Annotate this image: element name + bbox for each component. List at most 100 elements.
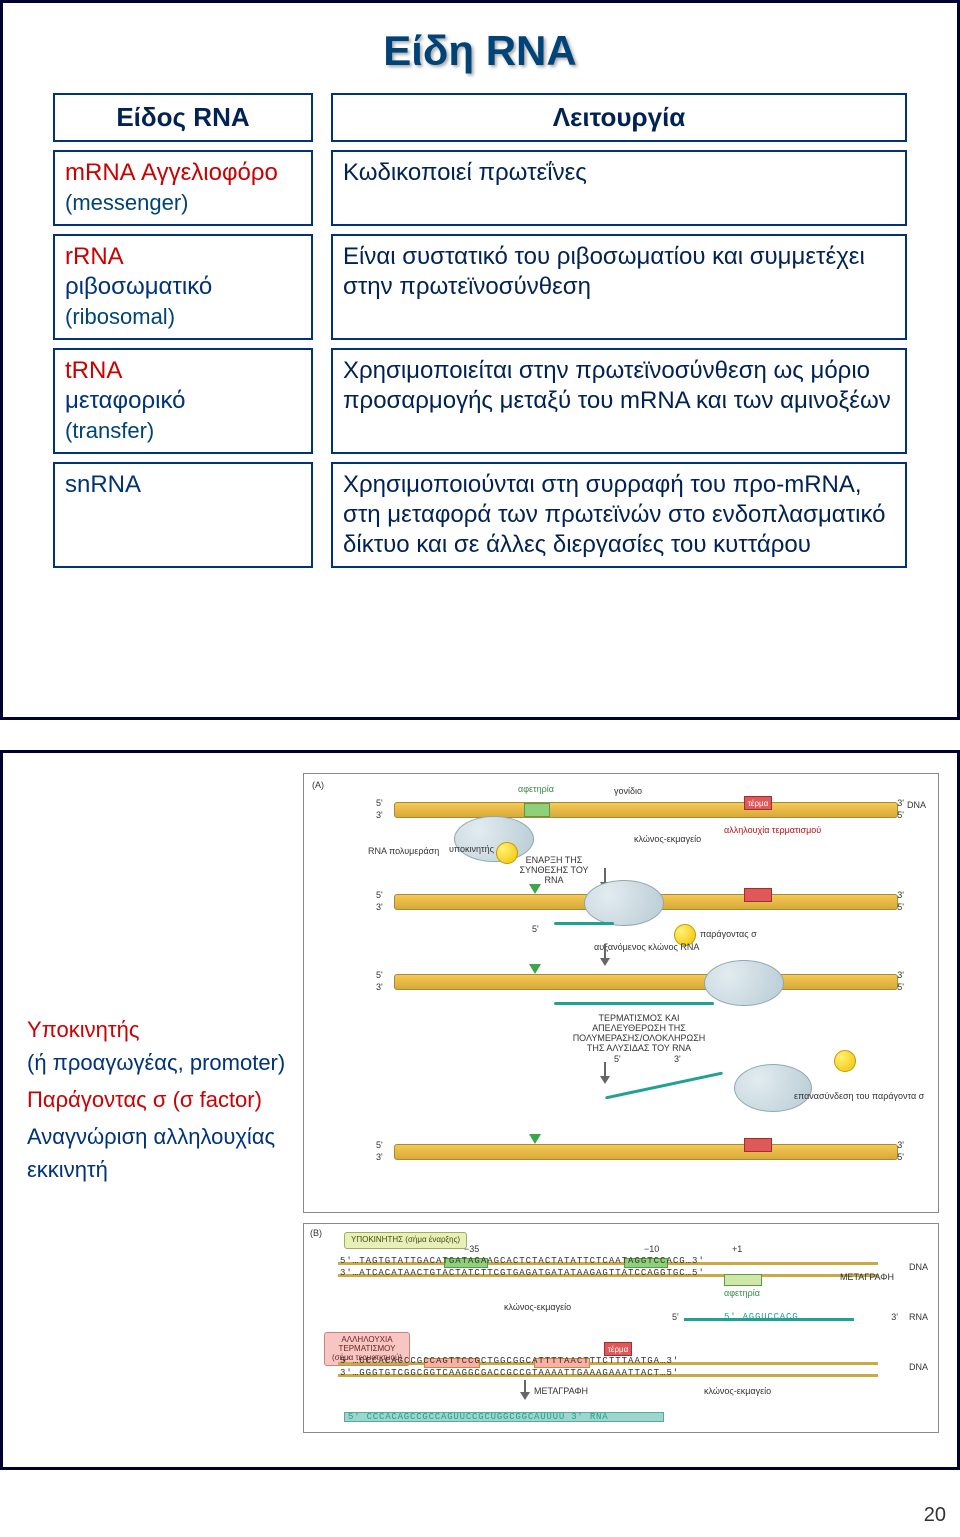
diagram-column: (A) αφετηρία γονίδιο τέρμα DNA 5' 3' 3' … xyxy=(303,753,957,1467)
label-dna-1: DNA xyxy=(907,800,926,810)
rna-released xyxy=(605,1072,723,1100)
label-promoter: Υποκινητής xyxy=(27,1013,287,1046)
polymerase-3 xyxy=(704,960,784,1006)
snrna-label: snRNA xyxy=(65,471,141,498)
five-rna-1: 5' xyxy=(532,924,539,934)
slide-rna-types: Είδη RNA Είδος RNA Λειτουργία mRNA Αγγελ… xyxy=(0,0,960,720)
polymerase-2 xyxy=(584,880,664,926)
func-snrna: Χρησιμοποιούνται στη συρραφή του προ-mRN… xyxy=(331,462,907,568)
label-afeteria: αφετηρία xyxy=(518,784,554,794)
label-epanasyndesi: επανασύνδεση του παράγοντα σ xyxy=(794,1092,924,1102)
five-3: 5' xyxy=(376,970,383,980)
label-auks: αυξανόμενος κλώνος RNA xyxy=(594,942,699,952)
func-rrna: Είναι συστατικό του ριβοσωματίου και συμ… xyxy=(331,234,907,340)
mrna-label: mRNA Αγγελιοφόρο xyxy=(65,159,278,186)
arrow-metag xyxy=(524,1380,526,1394)
three-b1: 3' xyxy=(891,1312,898,1322)
label-paragontas: παράγοντας σ xyxy=(700,929,757,939)
three-2: 3' xyxy=(376,902,383,912)
trna-paren: (transfer) xyxy=(65,418,154,443)
five-4: 5' xyxy=(376,1140,383,1150)
label-promoter-paren: (ή προαγωγέας, promoter) xyxy=(27,1046,287,1079)
klonos-b2: κλώνος-εκμαγείο xyxy=(704,1386,771,1396)
three-4: 3' xyxy=(376,1152,383,1162)
green-mark-2 xyxy=(529,884,541,894)
rrna-sub: ριβοσωματικό xyxy=(65,273,212,300)
rna-seq2: 5' CCCACAGCCGCCAGUUCCGCUGGCGGCAUUUU 3' R… xyxy=(348,1412,608,1422)
type-rrna: rRNA ριβοσωματικό (ribosomal) xyxy=(53,234,313,340)
dna-b1: DNA xyxy=(909,1262,928,1272)
five-3r: 5' xyxy=(897,982,904,992)
klonos-b: κλώνος-εκμαγείο xyxy=(504,1302,571,1312)
panel-a-tag: (A) xyxy=(312,780,324,790)
seq-bot2: 3'…GGGTGTCGGCGGTCAAGGCGACCGCCGTAAAATTGAA… xyxy=(340,1368,679,1378)
func-mrna: Κωδικοποιεί πρωτεΐνες xyxy=(331,150,907,226)
label-sigma: Παράγοντας σ (σ factor) xyxy=(27,1083,287,1116)
seq-top1: 5'…TAGTGTATTGACATGATAGAAGCACTCTACTATATTC… xyxy=(340,1256,705,1266)
five-1: 5' xyxy=(376,798,383,808)
mrna-paren: (messenger) xyxy=(65,190,188,215)
three-1r: 3' xyxy=(897,798,904,808)
five-2: 5' xyxy=(376,890,383,900)
rna-growing-2 xyxy=(554,1002,714,1005)
terma-box-2 xyxy=(744,888,772,902)
afeteria-seg-b xyxy=(724,1274,762,1286)
trna-label: tRNA xyxy=(65,357,122,384)
rna-seq1: 5' AGGUCCACG xyxy=(724,1312,798,1322)
rrna-paren: (ribosomal) xyxy=(65,304,175,329)
terma-box-4 xyxy=(744,1138,772,1152)
left-labels: Υποκινητής (ή προαγωγέας, promoter) Παρά… xyxy=(3,753,303,1467)
slide-title: Είδη RNA xyxy=(43,27,917,75)
func-trna: Χρησιμοποιείται στην πρωτεϊνοσύνθεση ως … xyxy=(331,348,907,454)
rrna-label: rRNA xyxy=(65,243,124,270)
label-termatismos: ΤΕΡΜΑΤΙΣΜΟΣ ΚΑΙ ΑΠΕΛΕΥΘΕΡΩΣΗ ΤΗΣ ΠΟΛΥΜΕΡ… xyxy=(564,1014,714,1054)
seq-bot1: 5'…CCCACAGCCGCCAGTTCCGCTGGCGGCATTTTAACTT… xyxy=(340,1356,679,1366)
label-enarksi: ΕΝΑΡΞΗ ΤΗΣ ΣΥΝΘΕΣΗΣ ΤΟΥ RNA xyxy=(514,856,594,886)
metagrafi2: ΜΕΤΑΓΡΑΦΗ xyxy=(534,1386,588,1396)
dna-row1 xyxy=(394,802,898,818)
rna-table: Είδος RNA Λειτουργία mRNA Αγγελιοφόρο (m… xyxy=(43,93,917,568)
arrow-3 xyxy=(604,1062,606,1078)
five-b1: 5' xyxy=(672,1312,679,1322)
seq-top2: 3'…ATCACATAACTGTACTATCTTCGTGAGATGATATAAG… xyxy=(340,1268,705,1278)
label-afeteria-b: αφετηρία xyxy=(724,1288,760,1298)
five-rna-fin: 5' xyxy=(614,1054,621,1064)
three-3: 3' xyxy=(376,982,383,992)
trna-sub: μεταφορικό xyxy=(65,387,186,414)
minus35: −35 xyxy=(464,1244,479,1254)
label-ypokinitis: υποκινητής xyxy=(449,844,494,854)
three-1: 3' xyxy=(376,810,383,820)
metag-b1: ΜΕΤΑΓΡΑΦΗ xyxy=(840,1272,894,1282)
dna-b2: DNA xyxy=(909,1362,928,1372)
rna-b1: RNA xyxy=(909,1312,928,1322)
afeteria-seg xyxy=(524,803,550,817)
slide-transcription: Υποκινητής (ή προαγωγέας, promoter) Παρά… xyxy=(0,750,960,1470)
dna-row4 xyxy=(394,1144,898,1160)
page-number: 20 xyxy=(0,1500,960,1537)
label-gonidio: γονίδιο xyxy=(614,786,642,796)
label-recognition: Αναγνώριση αλληλουχίας εκκινητή xyxy=(27,1120,287,1186)
type-mrna: mRNA Αγγελιοφόρο (messenger) xyxy=(53,150,313,226)
minus10: −10 xyxy=(644,1244,659,1254)
green-mark-3 xyxy=(529,964,541,974)
arrow-2 xyxy=(604,944,606,960)
terma-b: τέρμα xyxy=(604,1342,632,1356)
label-klonos-1: κλώνος-εκμαγείο xyxy=(634,834,701,844)
panel-a: (A) αφετηρία γονίδιο τέρμα DNA 5' 3' 3' … xyxy=(303,773,939,1213)
polymerase-released xyxy=(734,1064,812,1112)
three-3r: 3' xyxy=(897,970,904,980)
three-2r: 3' xyxy=(897,890,904,900)
five-1r: 5' xyxy=(897,810,904,820)
label-allil-term: αλληλουχία τερματισμού xyxy=(724,826,821,836)
three-4r: 3' xyxy=(897,1140,904,1150)
plus1: +1 xyxy=(732,1244,742,1254)
header-function: Λειτουργία xyxy=(331,93,907,142)
panel-b-tag: (B) xyxy=(310,1228,322,1238)
five-4r: 5' xyxy=(897,1152,904,1162)
panel-b: (B) ΥΠΟΚΙΝΗΤΗΣ (σήμα έναρξης) −35 −10 +1… xyxy=(303,1223,939,1433)
rna-growing-1 xyxy=(554,922,614,925)
promoter-box: ΥΠΟΚΙΝΗΤΗΣ (σήμα έναρξης) xyxy=(344,1232,467,1249)
sigma-rebind xyxy=(834,1050,856,1072)
label-rna-polymerase: RNA πολυμεράση xyxy=(368,846,439,856)
five-2r: 5' xyxy=(897,902,904,912)
